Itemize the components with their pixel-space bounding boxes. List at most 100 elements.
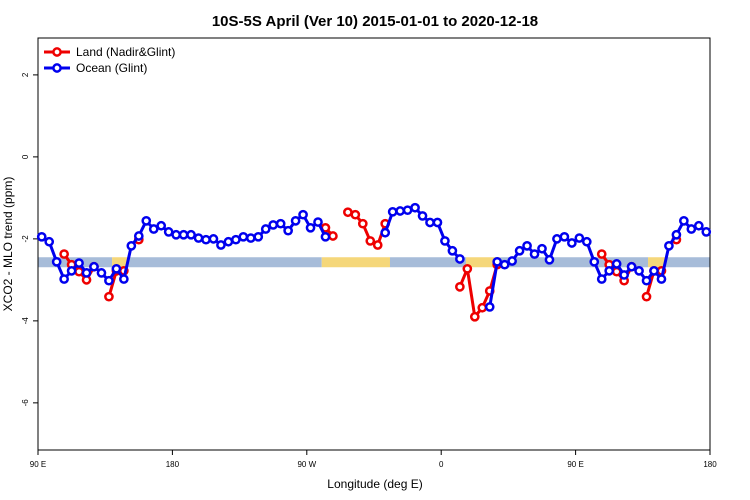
band-segment bbox=[500, 257, 649, 268]
data-point bbox=[455, 281, 465, 292]
data-point bbox=[432, 217, 443, 228]
data-point bbox=[298, 209, 308, 220]
data-point bbox=[350, 209, 361, 220]
data-point bbox=[611, 259, 622, 269]
data-point bbox=[447, 245, 458, 256]
data-point bbox=[634, 266, 644, 276]
data-point bbox=[387, 206, 398, 217]
data-point bbox=[679, 215, 689, 226]
data-point bbox=[559, 231, 570, 242]
data-point bbox=[133, 231, 144, 241]
data-point bbox=[529, 249, 540, 259]
data-point bbox=[552, 234, 562, 244]
data-point bbox=[96, 268, 107, 278]
data-point bbox=[499, 259, 510, 270]
y-tick-label: -4 bbox=[21, 317, 30, 325]
data-point bbox=[216, 240, 226, 250]
data-point bbox=[365, 236, 376, 246]
y-axis-label: XCO2 - MLO trend (ppm) bbox=[1, 177, 15, 312]
x-tick-label: 90 E bbox=[30, 460, 46, 469]
y-tick-label: -6 bbox=[21, 399, 30, 407]
data-point bbox=[656, 274, 667, 284]
data-point bbox=[66, 266, 77, 276]
y-tick-label: 0 bbox=[21, 154, 30, 159]
x-tick-label: 90 E bbox=[567, 460, 583, 469]
data-point bbox=[596, 249, 607, 259]
data-point bbox=[44, 236, 55, 247]
data-point bbox=[484, 302, 495, 312]
data-point bbox=[268, 220, 279, 230]
data-point bbox=[664, 240, 674, 251]
data-point bbox=[59, 249, 69, 259]
data-point bbox=[245, 233, 256, 243]
data-point bbox=[313, 217, 323, 227]
data-point bbox=[141, 215, 152, 226]
data-point bbox=[328, 231, 338, 241]
band-segment bbox=[127, 257, 322, 268]
data-point bbox=[260, 224, 271, 234]
data-point bbox=[372, 240, 383, 250]
data-point bbox=[440, 236, 450, 246]
data-point bbox=[171, 229, 181, 240]
data-point bbox=[126, 240, 137, 251]
data-point bbox=[238, 231, 249, 242]
data-point bbox=[574, 233, 585, 243]
data-point bbox=[148, 224, 159, 234]
data-point bbox=[507, 256, 517, 266]
y-tick-label: -2 bbox=[21, 235, 30, 243]
data-point bbox=[156, 220, 167, 231]
data-point bbox=[641, 291, 652, 302]
data-point bbox=[104, 275, 114, 286]
data-point bbox=[686, 224, 697, 234]
data-point bbox=[567, 238, 577, 248]
data-point bbox=[462, 263, 473, 274]
data-point bbox=[469, 311, 480, 322]
data-point bbox=[193, 233, 204, 243]
data-point bbox=[186, 229, 196, 240]
data-point bbox=[163, 227, 174, 237]
legend-marker bbox=[52, 63, 62, 73]
data-point bbox=[201, 234, 211, 245]
data-point bbox=[417, 211, 428, 221]
data-point bbox=[514, 245, 525, 256]
data-point bbox=[51, 256, 62, 267]
x-tick-label: 0 bbox=[439, 460, 444, 469]
data-point bbox=[701, 227, 712, 237]
data-point bbox=[693, 220, 704, 231]
data-point bbox=[74, 258, 84, 268]
data-point bbox=[231, 234, 241, 245]
band-segment bbox=[465, 257, 501, 268]
x-tick-label: 180 bbox=[166, 460, 180, 469]
data-point bbox=[589, 256, 600, 267]
data-point bbox=[223, 236, 234, 247]
data-point bbox=[59, 274, 69, 284]
data-point bbox=[290, 215, 301, 226]
data-point bbox=[671, 229, 682, 240]
data-point bbox=[111, 263, 122, 274]
data-point bbox=[81, 268, 92, 278]
data-point bbox=[395, 206, 405, 216]
data-point bbox=[581, 236, 592, 247]
band-segment bbox=[112, 257, 128, 268]
data-point bbox=[477, 302, 488, 313]
data-point bbox=[36, 231, 47, 242]
legend-label: Ocean (Glint) bbox=[76, 61, 147, 75]
data-point bbox=[596, 274, 607, 284]
plot-frame bbox=[37, 37, 711, 451]
data-point bbox=[283, 225, 293, 236]
data-point bbox=[492, 256, 503, 267]
data-point bbox=[275, 218, 286, 229]
band-segment bbox=[321, 257, 390, 268]
chart-title: 10S-5S April (Ver 10) 2015-01-01 to 2020… bbox=[212, 13, 538, 30]
data-point bbox=[208, 234, 219, 244]
data-point bbox=[320, 231, 331, 242]
data-point bbox=[253, 231, 264, 242]
data-point bbox=[380, 227, 391, 238]
data-point bbox=[626, 261, 637, 272]
data-point bbox=[305, 222, 316, 233]
data-point bbox=[641, 275, 652, 286]
data-point bbox=[89, 261, 99, 272]
data-point bbox=[455, 254, 465, 264]
